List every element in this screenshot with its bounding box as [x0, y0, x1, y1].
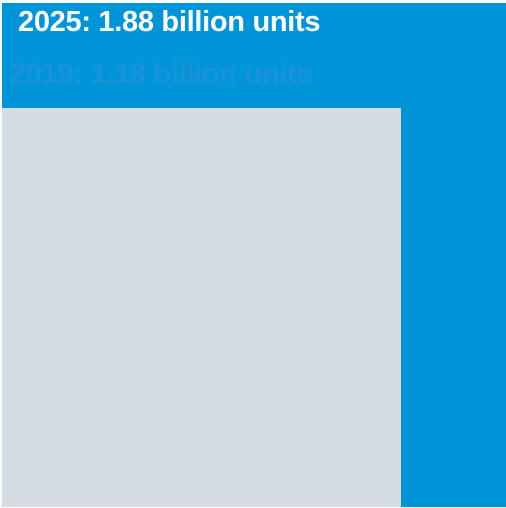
label-2019: 2019: 1.18 billion units [10, 58, 313, 90]
label-2025: 2025: 1.88 billion units [18, 6, 321, 38]
square-2019 [2, 107, 402, 507]
